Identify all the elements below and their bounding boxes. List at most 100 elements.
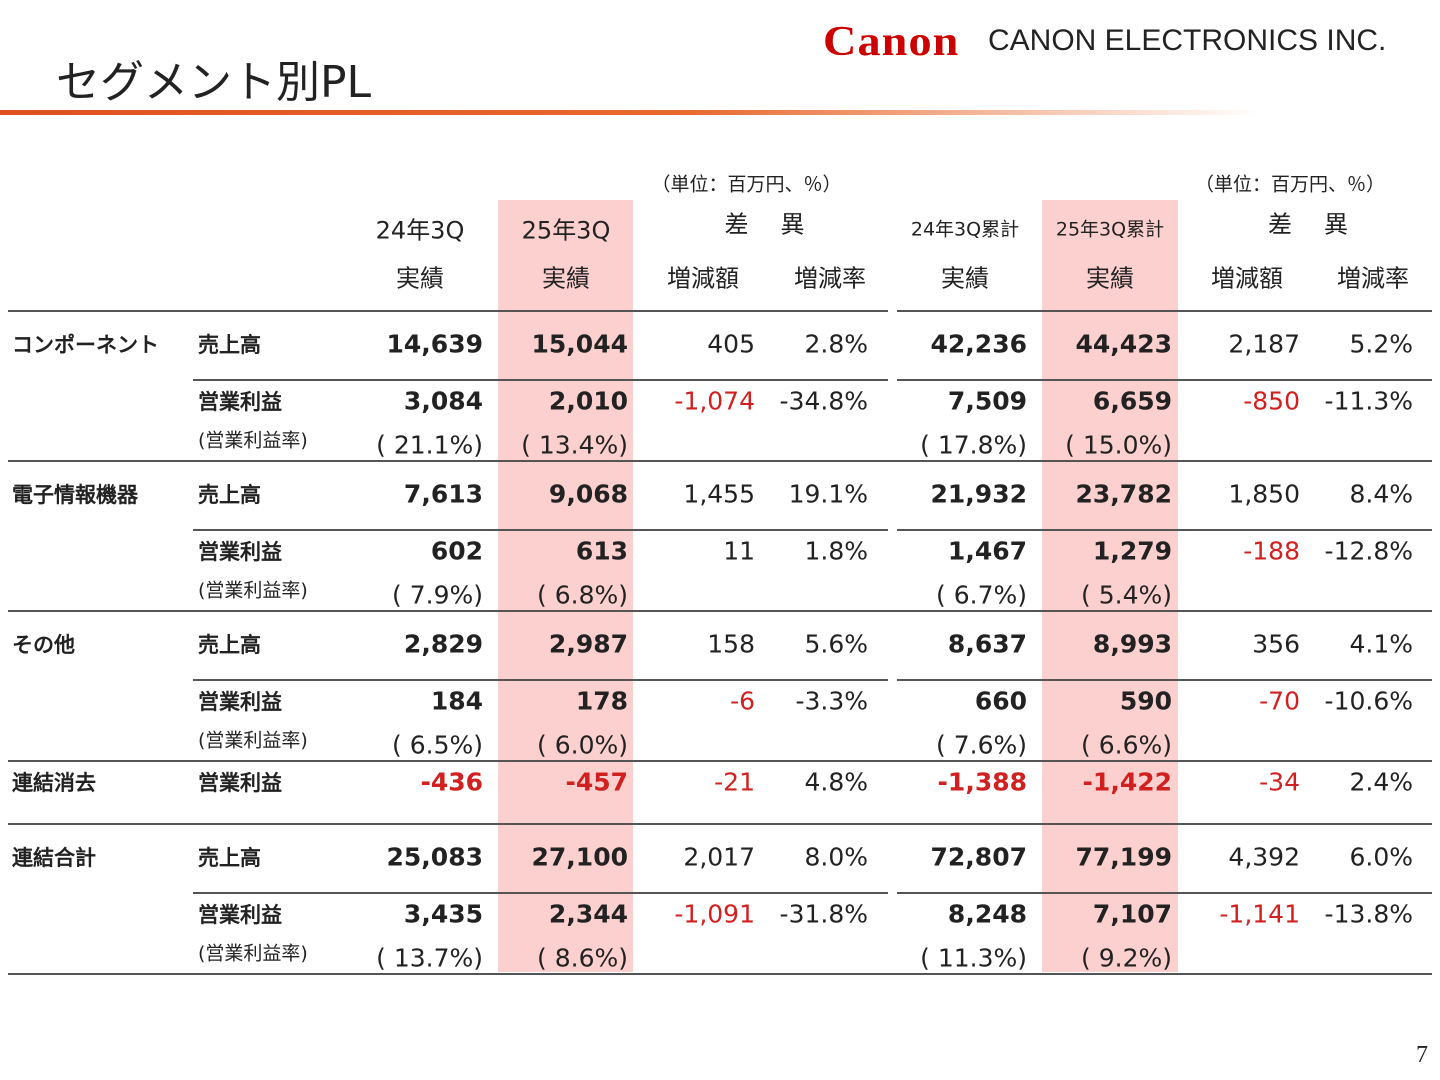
row-label: 営業利益 [198,690,282,714]
highlight-column [1042,200,1178,972]
highlight-column [498,200,633,972]
ratio-label: (営業利益率) [198,579,308,602]
table-cell: 77,199 [1075,842,1172,872]
table-cell: ( 6.5%) [392,730,483,760]
table-cell: -11.3% [1324,386,1413,416]
table-cell: 14,639 [386,329,483,359]
segment-name: コンポーネント [12,333,159,357]
table-cell: 4,392 [1228,842,1300,872]
rule-line [193,379,888,381]
unit-note: （単位：百万円、％） [1194,173,1386,196]
table-cell: 2.8% [804,329,868,359]
table-cell: 8,637 [947,629,1027,659]
table-cell: ( 6.7%) [936,580,1027,610]
table-cell: 2,187 [1228,329,1300,359]
table-cell: ( 7.6%) [936,730,1027,760]
table-cell: 7,509 [947,386,1027,416]
table-cell: 602 [430,536,483,566]
table-cell: 1,279 [1092,536,1172,566]
table-cell: 2,344 [548,899,628,929]
table-cell: 42,236 [930,329,1027,359]
table-cell: 356 [1252,629,1300,659]
table-cell: 4.1% [1349,629,1413,659]
table-cell: 8.0% [804,842,868,872]
column-subheader: 増減率 [1337,264,1409,293]
table-cell: -1,091 [674,899,755,929]
table-cell: 15,044 [531,329,628,359]
segment-name: 連結消去 [12,771,96,795]
table-cell: -3.3% [795,686,868,716]
table-cell: ( 9.2%) [1081,943,1172,973]
table-cell: ( 11.3%) [920,943,1027,973]
table-cell: 21,932 [930,479,1027,509]
table-cell: ( 7.9%) [392,580,483,610]
ratio-label: (営業利益率) [198,429,308,452]
table-cell: 158 [707,629,755,659]
segment-name: 連結合計 [12,846,96,870]
rule-line [897,529,1432,531]
slide-title: セグメント別PL [56,57,372,108]
table-cell: 178 [575,686,628,716]
rule-line [8,310,888,312]
column-header: 25年3Q累計 [1055,218,1165,241]
table-cell: -1,074 [674,386,755,416]
table-cell: 8,993 [1092,629,1172,659]
rule-line [193,679,888,681]
table-cell: 1,850 [1228,479,1300,509]
table-cell: ( 6.8%) [537,580,628,610]
table-cell: ( 6.0%) [537,730,628,760]
column-subheader: 増減額 [667,264,739,293]
table-cell: -457 [565,767,628,797]
ratio-label: (営業利益率) [198,942,308,965]
table-cell: 72,807 [930,842,1027,872]
rule-line [193,892,888,894]
segment-name: 電子情報機器 [12,483,138,507]
table-cell: -31.8% [779,899,868,929]
table-cell: 1.8% [804,536,868,566]
company-name: CANON ELECTRONICS INC. [988,24,1387,57]
table-cell: -1,388 [937,767,1027,797]
table-cell: 11 [723,536,755,566]
table-cell: 2,010 [548,386,628,416]
column-subheader: 増減額 [1211,264,1283,293]
table-cell: -188 [1243,536,1300,566]
table-cell: ( 6.6%) [1081,730,1172,760]
table-cell: 1,455 [683,479,755,509]
table-cell: 23,782 [1075,479,1172,509]
unit-note: （単位：百万円、％） [651,173,842,196]
row-label: 営業利益 [198,771,282,795]
table-cell: 3,435 [403,899,483,929]
table-cell: 2,829 [403,629,483,659]
rule-line [897,310,1432,312]
rule-line [8,760,1432,762]
table-cell: -13.8% [1324,899,1413,929]
diff-header: 差 異 [1268,210,1352,239]
table-cell: 2.4% [1349,767,1413,797]
table-cell: -1,422 [1082,767,1172,797]
column-subheader: 増減率 [794,264,866,293]
title-rule [0,110,1260,115]
rule-line [8,973,1432,975]
logo: Canon [823,19,960,65]
table-cell: ( 15.0%) [1065,430,1172,460]
table-cell: 5.2% [1349,329,1413,359]
table-cell: -850 [1243,386,1300,416]
row-label: 売上高 [198,846,261,870]
table-cell: -12.8% [1324,536,1413,566]
table-cell: 405 [707,329,755,359]
table-cell: 6,659 [1092,386,1172,416]
table-cell: 5.6% [804,629,868,659]
row-label: 売上高 [198,633,261,657]
page-number: 7 [1416,1042,1428,1068]
table-cell: 27,100 [531,842,628,872]
column-header: 25年3Q [521,216,611,245]
table-cell: 7,107 [1092,899,1172,929]
table-cell: 6.0% [1349,842,1413,872]
rule-line [897,379,1432,381]
table-cell: -436 [420,767,483,797]
table-cell: -21 [714,767,755,797]
table-cell: -10.6% [1324,686,1413,716]
column-header: 24年3Q累計 [910,218,1020,241]
table-cell: 2,987 [548,629,628,659]
